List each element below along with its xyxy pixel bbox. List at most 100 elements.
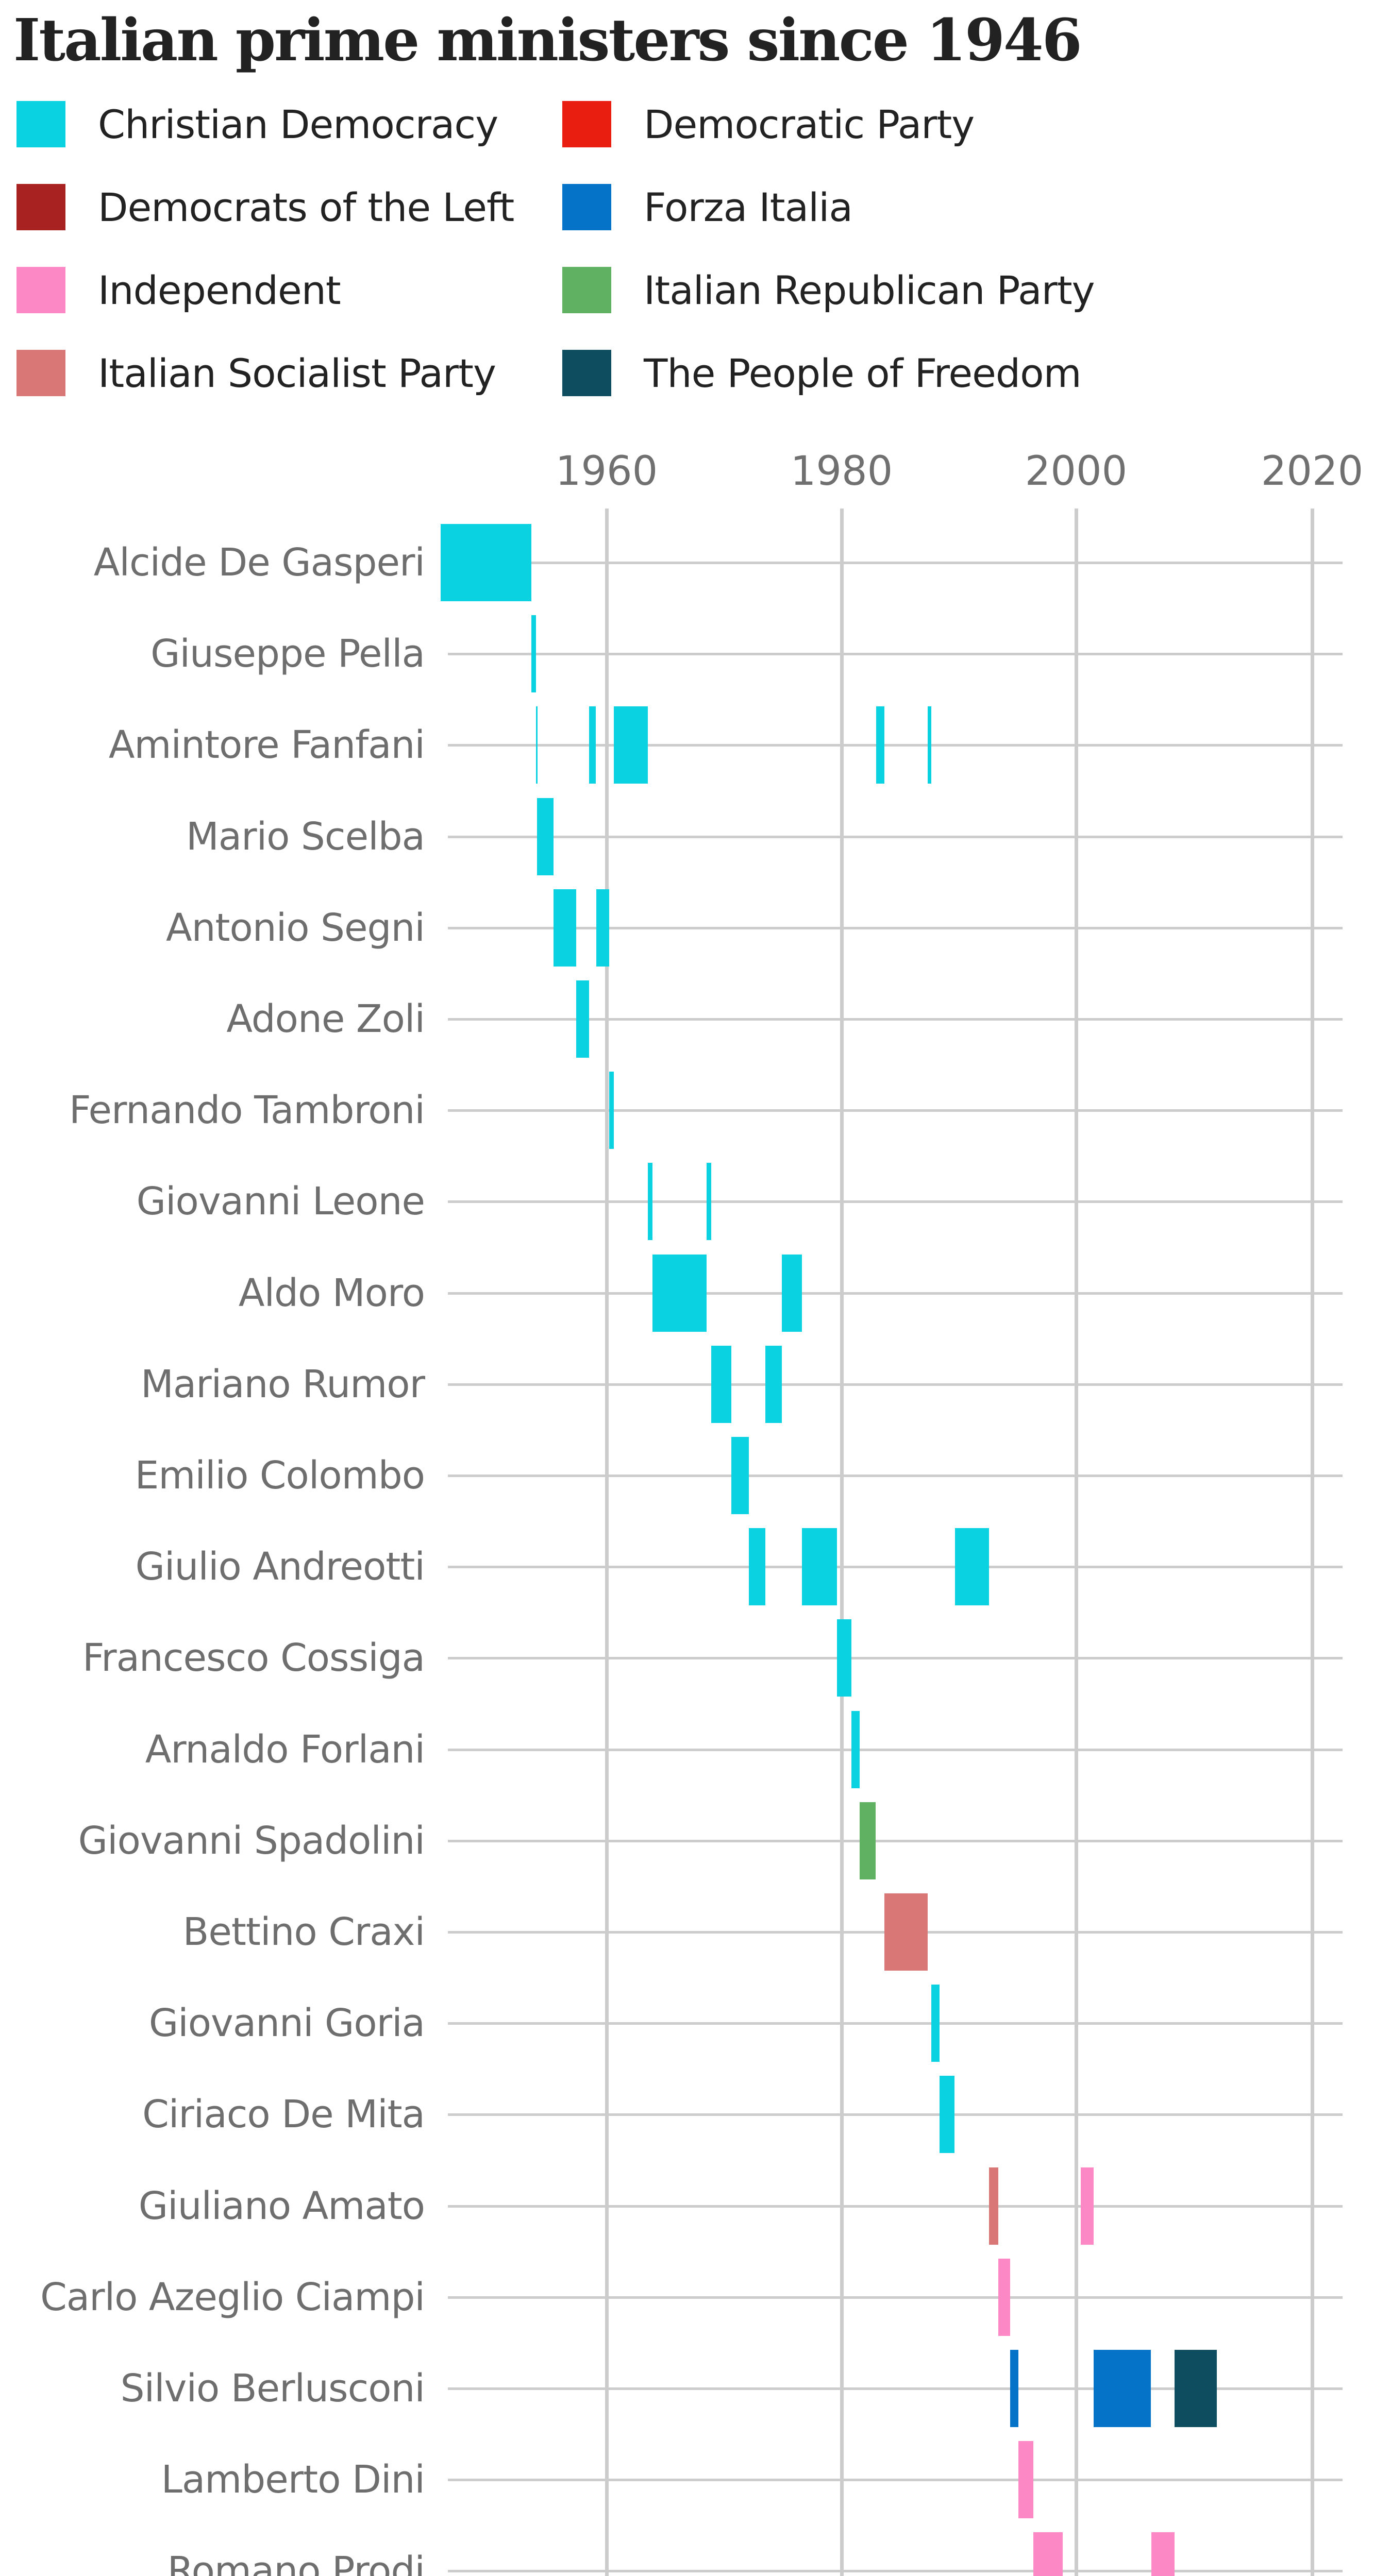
- row-label: Alcide De Gasperi: [93, 540, 425, 585]
- legend-item-democrats-of-the-left: Democrats of the Left: [16, 184, 514, 230]
- term-bar: [596, 889, 609, 967]
- term-bar: [613, 706, 648, 784]
- row-label: Lamberto Dini: [161, 2458, 425, 2502]
- row-gridline: [448, 2022, 1343, 2025]
- term-bar: [1018, 2441, 1034, 2519]
- row-gridline: [448, 1018, 1343, 1021]
- term-bar: [837, 1619, 851, 1697]
- legend-label: Christian Democracy: [98, 101, 498, 147]
- row-label: Fernando Tambroni: [69, 1088, 425, 1133]
- gridline-1980: [840, 509, 844, 2576]
- term-bar: [1033, 2532, 1063, 2576]
- legend-swatch-italian-socialist-party: [16, 350, 65, 396]
- legend-label: Forza Italia: [644, 184, 853, 230]
- x-tick-label: 1980: [790, 448, 893, 495]
- row-gridline: [448, 562, 1343, 564]
- x-tick-label: 1960: [555, 448, 658, 495]
- row-label: Amintore Fanfani: [108, 723, 425, 768]
- table-row: Francesco Cossiga: [0, 1613, 1374, 1704]
- gridline-2020: [1311, 509, 1314, 2576]
- gridline-1960: [605, 509, 609, 2576]
- row-gridline: [448, 1566, 1343, 1569]
- term-bar: [782, 1254, 802, 1332]
- table-row: Amintore Fanfani: [0, 700, 1374, 791]
- term-bar: [576, 980, 589, 1058]
- table-row: Arnaldo Forlani: [0, 1704, 1374, 1795]
- legend-swatch-forza-italia: [562, 184, 611, 230]
- table-row: Giuliano Amato: [0, 2161, 1374, 2252]
- row-gridline: [448, 1200, 1343, 1204]
- row-gridline: [448, 2113, 1343, 2116]
- term-bar: [884, 1893, 928, 1971]
- legend-swatch-christian-democracy: [16, 101, 65, 147]
- legend-item-democratic-party: Democratic Party: [562, 101, 975, 147]
- row-gridline: [448, 1383, 1343, 1386]
- term-bar: [939, 2076, 955, 2154]
- table-row: Giuseppe Pella: [0, 608, 1374, 700]
- term-bar: [609, 1072, 614, 1149]
- term-bar: [1175, 2350, 1217, 2427]
- legend-swatch-people-of-freedom: [562, 350, 611, 396]
- legend-item-italian-republican-party: Italian Republican Party: [562, 267, 1095, 313]
- term-bar: [928, 706, 931, 784]
- row-gridline: [448, 835, 1343, 838]
- legend-item-independent: Independent: [16, 267, 341, 313]
- row-label: Giuseppe Pella: [150, 632, 425, 676]
- table-row: Antonio Segni: [0, 883, 1374, 974]
- legend-label: Independent: [98, 267, 341, 313]
- term-bar: [1010, 2350, 1018, 2427]
- legend-item-christian-democracy: Christian Democracy: [16, 101, 498, 147]
- term-bar: [1151, 2532, 1175, 2576]
- row-gridline: [448, 1109, 1343, 1112]
- legend-swatch-italian-republican-party: [562, 267, 611, 313]
- table-row: Carlo Azeglio Ciampi: [0, 2252, 1374, 2343]
- table-row: Giulio Andreotti: [0, 1521, 1374, 1613]
- table-row: Emilio Colombo: [0, 1430, 1374, 1521]
- row-label: Ciriaco De Mita: [142, 2092, 425, 2137]
- table-row: Fernando Tambroni: [0, 1065, 1374, 1156]
- legend-label: Democrats of the Left: [98, 184, 514, 230]
- row-label: Mariano Rumor: [141, 1362, 425, 1406]
- row-label: Giovanni Spadolini: [78, 1818, 425, 1863]
- table-row: Lamberto Dini: [0, 2434, 1374, 2526]
- row-gridline: [448, 2296, 1343, 2299]
- legend-swatch-democratic-party: [562, 101, 611, 147]
- row-label: Giovanni Leone: [136, 1179, 425, 1224]
- term-bar: [988, 2167, 998, 2245]
- row-label: Silvio Berlusconi: [120, 2366, 425, 2411]
- term-bar: [537, 798, 554, 875]
- row-gridline: [448, 1657, 1343, 1660]
- row-gridline: [448, 1839, 1343, 1842]
- term-bar: [998, 2258, 1010, 2336]
- row-gridline: [448, 2205, 1343, 2208]
- row-label: Antonio Segni: [165, 905, 425, 950]
- table-row: Alcide De Gasperi: [0, 517, 1374, 608]
- term-bar: [1093, 2350, 1151, 2427]
- term-bar: [876, 706, 884, 784]
- term-bar: [531, 615, 537, 693]
- row-label: Carlo Azeglio Ciampi: [40, 2275, 425, 2319]
- term-bar: [441, 524, 531, 601]
- row-label: Adone Zoli: [226, 997, 425, 1041]
- chart-title: Italian prime ministers since 1946: [13, 7, 1082, 74]
- term-bar: [801, 1528, 837, 1606]
- row-gridline: [448, 1292, 1343, 1295]
- row-gridline: [448, 2479, 1343, 2482]
- table-row: Giovanni Leone: [0, 1156, 1374, 1247]
- table-row: Silvio Berlusconi: [0, 2343, 1374, 2434]
- term-bar: [765, 1345, 782, 1423]
- term-bar: [851, 1710, 860, 1788]
- table-row: Giovanni Spadolini: [0, 1795, 1374, 1887]
- legend-label: The People of Freedom: [644, 350, 1082, 396]
- row-label: Giuliano Amato: [138, 2183, 425, 2228]
- table-row: Aldo Moro: [0, 1248, 1374, 1339]
- table-row: Romano Prodi: [0, 2526, 1374, 2576]
- term-bar: [731, 1437, 749, 1514]
- legend-label: Italian Republican Party: [644, 267, 1095, 313]
- term-bar: [652, 1254, 707, 1332]
- gridline-2000: [1075, 509, 1078, 2576]
- row-label: Giulio Andreotti: [135, 1545, 425, 1589]
- legend-item-people-of-freedom: The People of Freedom: [562, 350, 1082, 396]
- legend-label: Democratic Party: [644, 101, 975, 147]
- term-bar: [749, 1528, 765, 1606]
